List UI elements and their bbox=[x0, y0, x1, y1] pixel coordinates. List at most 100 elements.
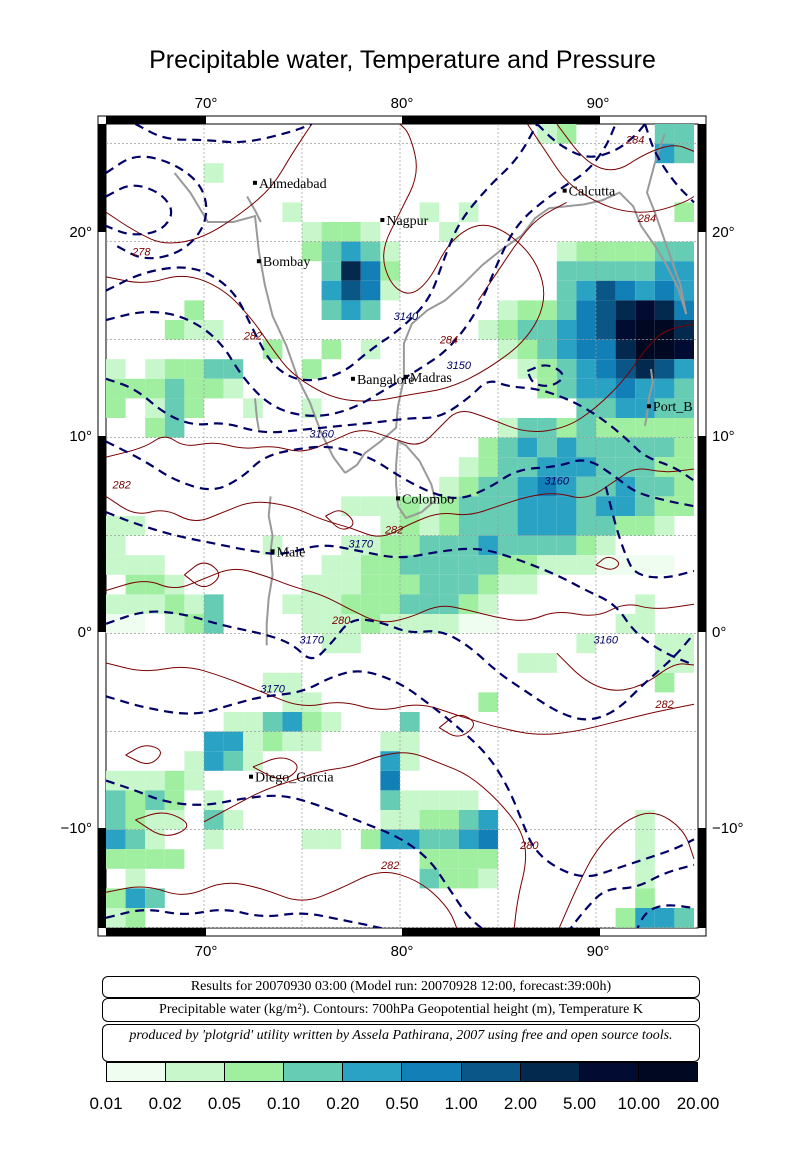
pw-cell bbox=[184, 359, 204, 379]
pw-cell bbox=[380, 829, 400, 850]
temperature-contour bbox=[135, 812, 188, 836]
colorbar-swatch bbox=[107, 1063, 167, 1081]
pw-cell bbox=[400, 516, 420, 536]
pw-cell bbox=[243, 731, 263, 752]
pw-cell bbox=[576, 280, 596, 301]
pw-cell bbox=[635, 868, 655, 889]
pw-cell bbox=[164, 574, 185, 595]
temperature-contour bbox=[203, 752, 527, 928]
pw-cell bbox=[517, 653, 538, 673]
colorbar-tick-label: 20.00 bbox=[676, 1094, 720, 1113]
pw-cell bbox=[556, 457, 577, 477]
pw-cell bbox=[635, 418, 655, 438]
pw-cell bbox=[576, 300, 596, 320]
pw-cell bbox=[145, 574, 165, 595]
pw-cell bbox=[262, 731, 283, 752]
height-contour bbox=[536, 124, 646, 158]
colorbar-tick-label: 0.01 bbox=[89, 1094, 123, 1113]
pw-cell bbox=[498, 555, 518, 575]
pw-cell bbox=[458, 810, 479, 830]
pw-cell bbox=[517, 418, 538, 438]
pw-cell bbox=[439, 555, 459, 575]
pw-cell bbox=[302, 241, 322, 262]
pw-cell bbox=[223, 378, 244, 399]
pw-cell bbox=[164, 320, 185, 340]
pw-cell bbox=[498, 339, 518, 360]
pw-cell bbox=[360, 535, 381, 556]
pw-cell bbox=[400, 555, 420, 575]
temperature-contour bbox=[477, 201, 567, 301]
pw-cell bbox=[439, 829, 459, 850]
pw-cell bbox=[674, 359, 694, 379]
pw-cell bbox=[498, 476, 518, 497]
pw-cell bbox=[204, 163, 224, 183]
pw-cell bbox=[184, 751, 204, 771]
precipitable-water-cells bbox=[106, 124, 694, 928]
pw-cell bbox=[341, 574, 361, 595]
lon-tick-bottom-90: 90° bbox=[587, 943, 610, 960]
pw-cell bbox=[478, 476, 498, 497]
pw-cell bbox=[654, 418, 675, 438]
pw-cell bbox=[439, 574, 459, 595]
pw-cell bbox=[517, 339, 538, 360]
contour-labels: 284 284 278 282 284 282 282 280 282 280 282 3140 315… bbox=[112, 135, 674, 872]
lon-tick-bottom-80: 80° bbox=[391, 943, 414, 960]
pw-cell bbox=[596, 280, 616, 301]
pw-cell bbox=[419, 555, 440, 575]
temperature-contour bbox=[556, 652, 695, 691]
pw-cell bbox=[360, 555, 381, 575]
pw-cell bbox=[576, 633, 596, 654]
pw-cell bbox=[380, 516, 400, 536]
pw-cell bbox=[654, 633, 675, 654]
pw-cell bbox=[517, 359, 538, 379]
pw-cell bbox=[164, 790, 185, 810]
pw-cell bbox=[615, 241, 636, 262]
pw-cell bbox=[654, 476, 675, 497]
pw-cell bbox=[439, 476, 459, 497]
pw-cell bbox=[164, 378, 185, 399]
pw-cell bbox=[400, 731, 420, 752]
pw-cell bbox=[204, 790, 224, 810]
pw-cell bbox=[576, 437, 596, 458]
pw-cell bbox=[458, 594, 479, 614]
colorbar-tick-label: 5.00 bbox=[563, 1094, 597, 1113]
pw-cell bbox=[439, 222, 459, 242]
pw-cell bbox=[556, 280, 577, 301]
pw-cell bbox=[654, 672, 675, 693]
city-marker bbox=[270, 549, 275, 554]
height-contour bbox=[106, 511, 695, 667]
pw-cell bbox=[125, 574, 146, 595]
pw-cell bbox=[596, 398, 616, 418]
results-caption: Results for 20070930 03:00 (Model run: 2… bbox=[102, 976, 700, 998]
pw-cell bbox=[321, 829, 342, 850]
pw-cell bbox=[596, 476, 616, 497]
pw-cell bbox=[341, 496, 361, 516]
pw-cell bbox=[439, 810, 459, 830]
pw-cell bbox=[204, 378, 224, 399]
lat-tick-left-m10: −10° bbox=[61, 820, 92, 837]
pw-cell bbox=[654, 516, 675, 536]
pw-cell bbox=[556, 476, 577, 497]
pw-cell bbox=[184, 378, 204, 399]
pw-cell bbox=[145, 790, 165, 810]
city-marker bbox=[380, 218, 385, 223]
temperature-label: 278 bbox=[131, 246, 151, 258]
pw-cell bbox=[458, 535, 479, 556]
pw-cell bbox=[106, 594, 126, 614]
pw-cell bbox=[204, 751, 224, 771]
pw-cell bbox=[478, 320, 498, 340]
height-label: 3170 bbox=[300, 634, 325, 646]
pw-cell bbox=[439, 868, 459, 889]
pw-cell bbox=[596, 359, 616, 379]
pw-cell bbox=[674, 437, 694, 458]
pw-cell bbox=[537, 476, 557, 497]
pw-cell bbox=[380, 496, 400, 516]
pw-cell bbox=[674, 457, 694, 477]
pw-cell bbox=[321, 574, 342, 595]
pw-cell bbox=[537, 359, 557, 379]
lat-tick-right-m10: −10° bbox=[712, 820, 743, 837]
pw-cell bbox=[223, 712, 244, 732]
pw-cell bbox=[302, 222, 322, 242]
pw-cell bbox=[498, 300, 518, 320]
pw-cell bbox=[184, 594, 204, 614]
